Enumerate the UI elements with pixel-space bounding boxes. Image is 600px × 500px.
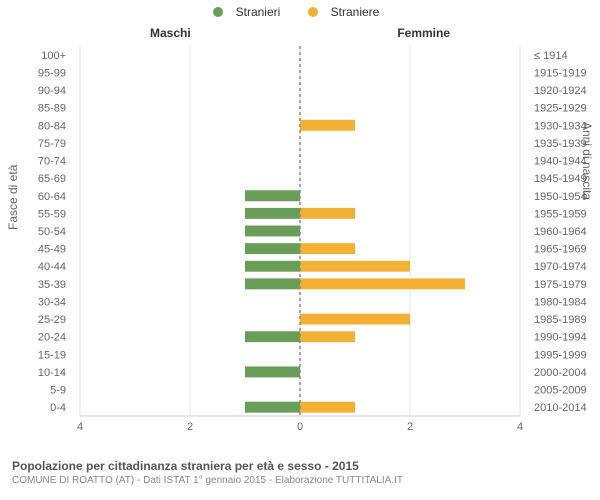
bar-female	[300, 261, 410, 272]
birth-label: 1935-1939	[534, 138, 587, 150]
age-label: 80-84	[38, 120, 66, 132]
bar-male	[245, 243, 300, 254]
age-label: 60-64	[38, 191, 66, 203]
bar-male	[245, 190, 300, 201]
age-label: 5-9	[50, 385, 66, 397]
birth-label: ≤ 1914	[534, 50, 568, 62]
chart-subtitle: COMUNE DI ROATTO (AT) - Dati ISTAT 1° ge…	[12, 475, 403, 486]
birth-label: 1975-1979	[534, 279, 587, 291]
bar-female	[300, 278, 465, 289]
bar-male	[245, 278, 300, 289]
birth-label: 1920-1924	[534, 85, 587, 97]
birth-label: 1990-1994	[534, 332, 587, 344]
bar-female	[300, 331, 355, 342]
age-label: 0-4	[50, 402, 66, 414]
birth-label: 1980-1984	[534, 296, 587, 308]
birth-label: 1970-1974	[534, 261, 587, 273]
age-label: 90-94	[38, 85, 66, 97]
birth-label: 1940-1944	[534, 156, 587, 168]
bar-male	[245, 331, 300, 342]
birth-label: 1960-1964	[534, 226, 587, 238]
x-tick: 4	[77, 421, 83, 433]
age-label: 100+	[41, 50, 66, 62]
column-header-female: Femmine	[397, 26, 450, 40]
birth-label: 1915-1919	[534, 67, 587, 79]
bar-female	[300, 243, 355, 254]
age-label: 55-59	[38, 208, 66, 220]
birth-label: 1955-1959	[534, 208, 587, 220]
bar-male	[245, 226, 300, 237]
birth-label: 1945-1949	[534, 173, 587, 185]
age-label: 95-99	[38, 67, 66, 79]
age-label: 65-69	[38, 173, 66, 185]
bar-male	[245, 208, 300, 219]
age-label: 75-79	[38, 138, 66, 150]
legend: Stranieri Straniere	[0, 5, 600, 20]
age-label: 85-89	[38, 103, 66, 115]
chart-footer: Popolazione per cittadinanza straniera p…	[12, 459, 403, 486]
birth-label: 2010-2014	[534, 402, 587, 414]
legend-item-female: Straniere	[308, 5, 388, 19]
bar-male	[245, 402, 300, 413]
birth-label: 1925-1929	[534, 103, 587, 115]
legend-label-male: Stranieri	[236, 5, 281, 19]
age-label: 10-14	[38, 367, 66, 379]
birth-label: 1985-1989	[534, 314, 587, 326]
age-label: 25-29	[38, 314, 66, 326]
chart-title: Popolazione per cittadinanza straniera p…	[12, 459, 403, 473]
x-tick: 0	[297, 421, 303, 433]
age-label: 40-44	[38, 261, 66, 273]
age-label: 15-19	[38, 349, 66, 361]
y-axis-left-title: Fasce di età	[6, 165, 20, 230]
age-label: 50-54	[38, 226, 66, 238]
birth-label: 1930-1934	[534, 120, 587, 132]
birth-label: 2000-2004	[534, 367, 587, 379]
age-label: 30-34	[38, 296, 66, 308]
legend-label-female: Straniere	[331, 5, 380, 19]
age-label: 70-74	[38, 156, 66, 168]
bar-male	[245, 261, 300, 272]
birth-label: 1950-1954	[534, 191, 587, 203]
x-tick: 4	[517, 421, 523, 433]
bar-male	[245, 366, 300, 377]
bar-female	[300, 120, 355, 131]
x-tick: 2	[407, 421, 413, 433]
age-label: 20-24	[38, 332, 66, 344]
legend-item-male: Stranieri	[213, 5, 289, 19]
column-header-male: Maschi	[150, 26, 191, 40]
bar-female	[300, 208, 355, 219]
bar-female	[300, 402, 355, 413]
pyramid-plot: 100+≤ 191495-991915-191990-941920-192485…	[70, 42, 530, 442]
chart-container: Stranieri Straniere Maschi Femmine Fasce…	[0, 0, 600, 500]
birth-label: 1995-1999	[534, 349, 587, 361]
birth-label: 1965-1969	[534, 244, 587, 256]
legend-swatch-male	[213, 7, 223, 17]
bar-female	[300, 314, 410, 325]
birth-label: 2005-2009	[534, 385, 587, 397]
age-label: 35-39	[38, 279, 66, 291]
age-label: 45-49	[38, 244, 66, 256]
legend-swatch-female	[308, 7, 318, 17]
x-tick: 2	[187, 421, 193, 433]
